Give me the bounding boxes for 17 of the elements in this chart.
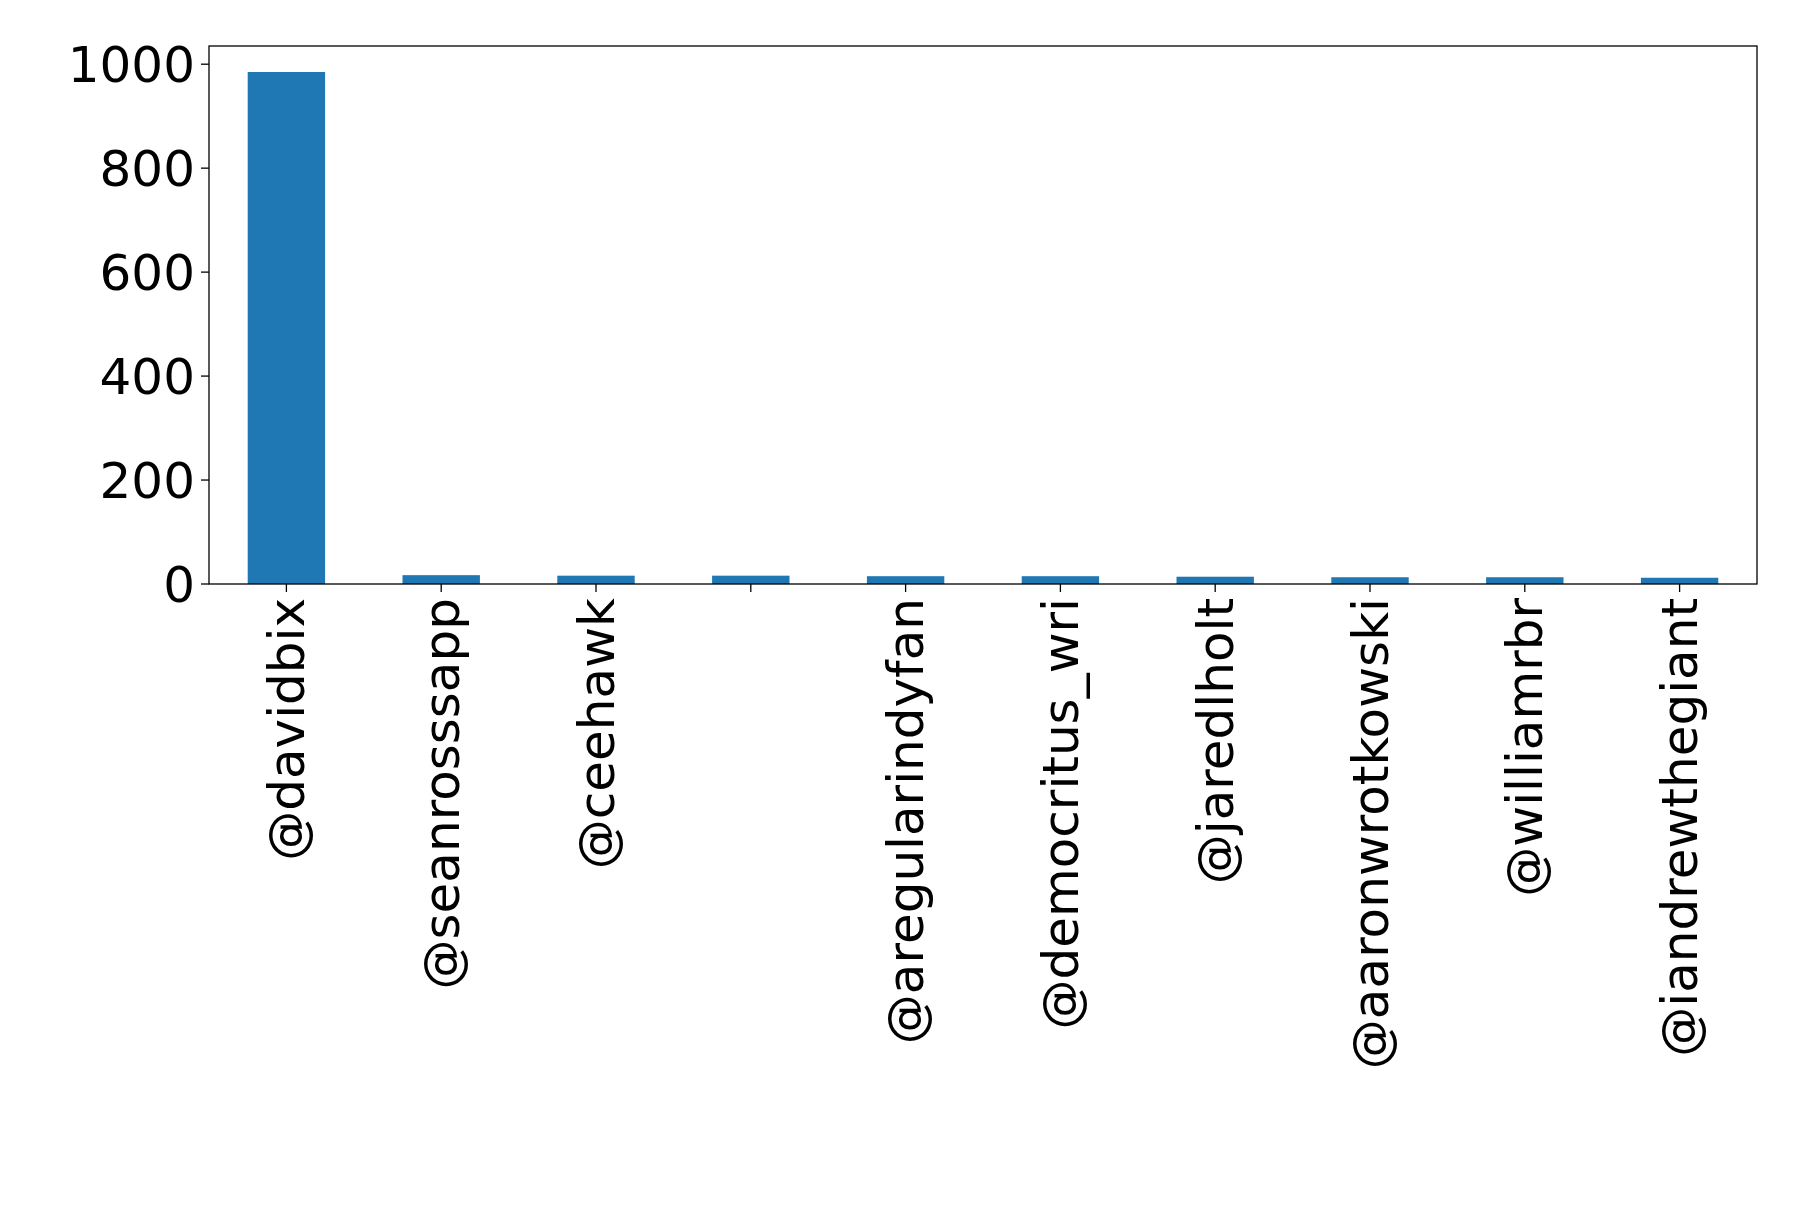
y-tick-label: 200 (99, 451, 195, 510)
y-tick-label: 0 (163, 555, 195, 614)
bar (247, 71, 326, 584)
x-tick-label: @aregularindyfan (877, 598, 936, 1045)
x-tick-label: @aaronwrotkowski (1341, 598, 1400, 1070)
x-tick-label: @ceehawk (567, 597, 626, 870)
x-tick-label: @davidbix (257, 598, 316, 861)
x-tick-label: @jaredlholt (1186, 598, 1245, 885)
x-tick-label: @democritus_wri (1031, 598, 1090, 1030)
x-tick-label: @iandrewthegiant (1651, 598, 1710, 1057)
y-tick-label: 800 (99, 139, 195, 198)
y-tick-label: 600 (99, 243, 195, 302)
x-tick-label: @williamrbr (1496, 597, 1555, 897)
y-tick-label: 400 (99, 347, 195, 406)
bar (402, 575, 480, 584)
y-tick-label: 1000 (67, 35, 195, 94)
x-tick-label: @seanrosssapp (412, 598, 471, 990)
